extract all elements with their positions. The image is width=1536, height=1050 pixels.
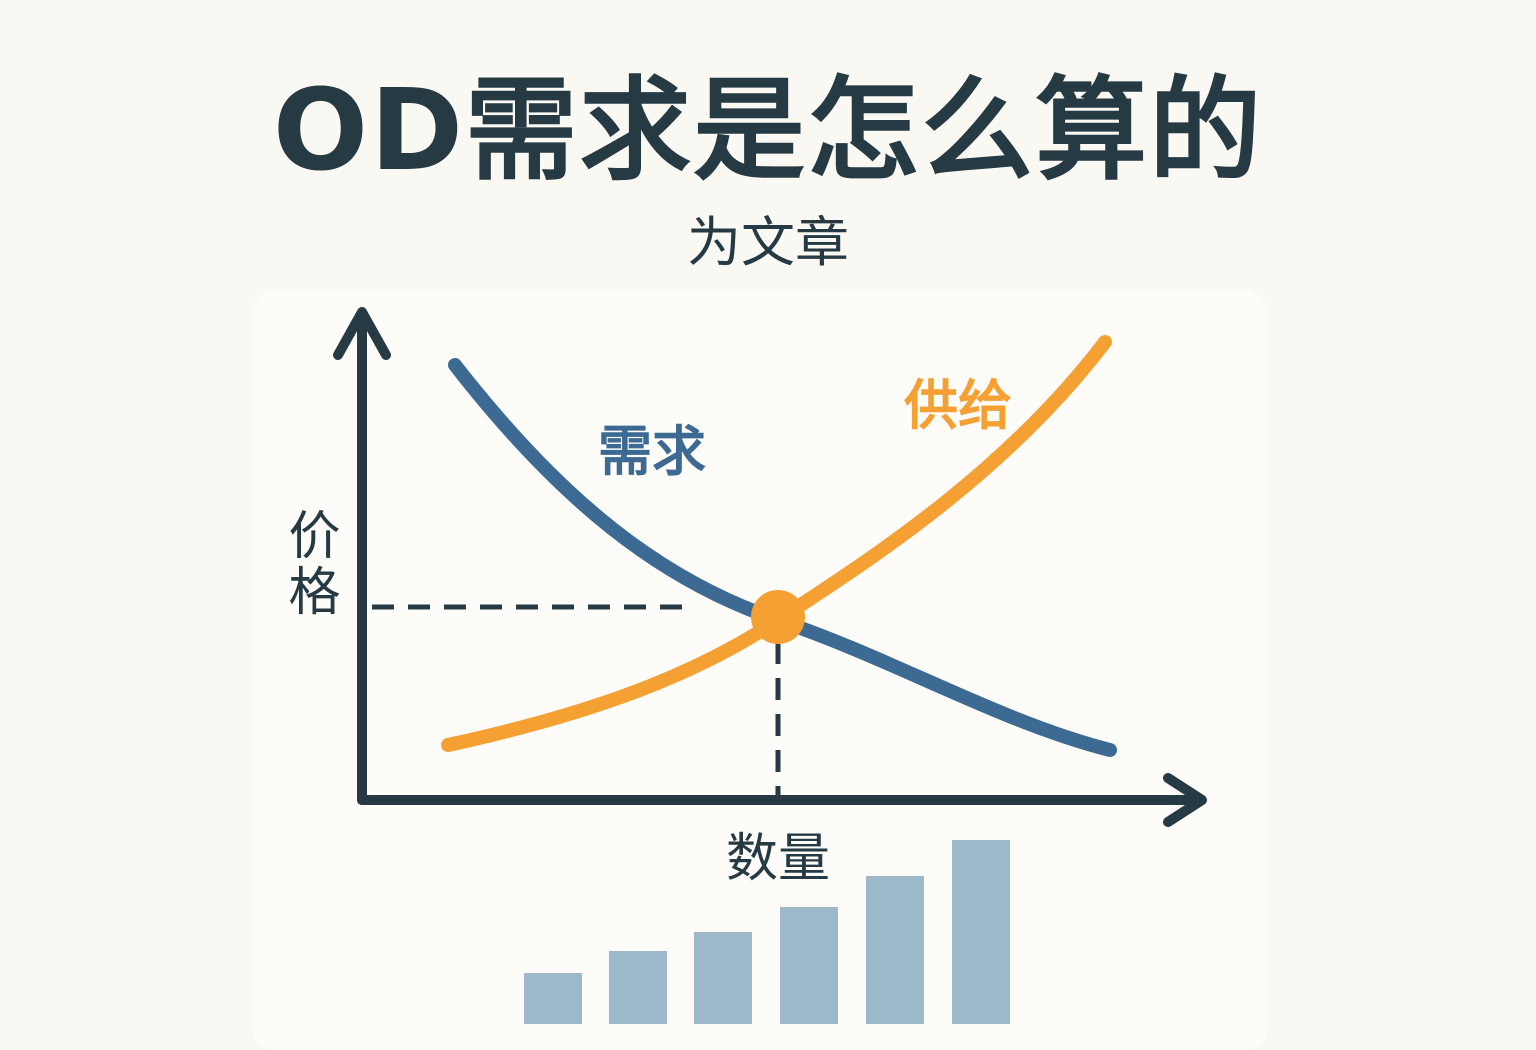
- title: OD需求是怎么算的: [272, 66, 1264, 196]
- decor-bar: [866, 876, 924, 1024]
- decor-bar: [524, 973, 582, 1024]
- x-axis: [357, 773, 1207, 827]
- y-axis-label: 价格: [279, 508, 339, 620]
- decor-bar: [952, 840, 1010, 1024]
- decor-bar: [694, 932, 752, 1024]
- decor-bar: [780, 907, 838, 1024]
- y-axis: [333, 307, 391, 805]
- equilibrium-point: [751, 590, 805, 644]
- card: [252, 290, 1268, 1050]
- supply-label: 供给: [904, 374, 1012, 437]
- x-axis-label: 数量: [726, 829, 830, 889]
- demand-label: 需求: [598, 420, 706, 483]
- diagram: 需求 供给 数量: [333, 307, 1207, 1024]
- page: OD需求是怎么算的 为文章 需求 供给 数量 价格 (() => { const…: [272, 66, 1264, 1024]
- decor-bars: [524, 840, 1010, 1024]
- decor-bar: [609, 951, 667, 1024]
- subtitle: 为文章: [687, 211, 849, 274]
